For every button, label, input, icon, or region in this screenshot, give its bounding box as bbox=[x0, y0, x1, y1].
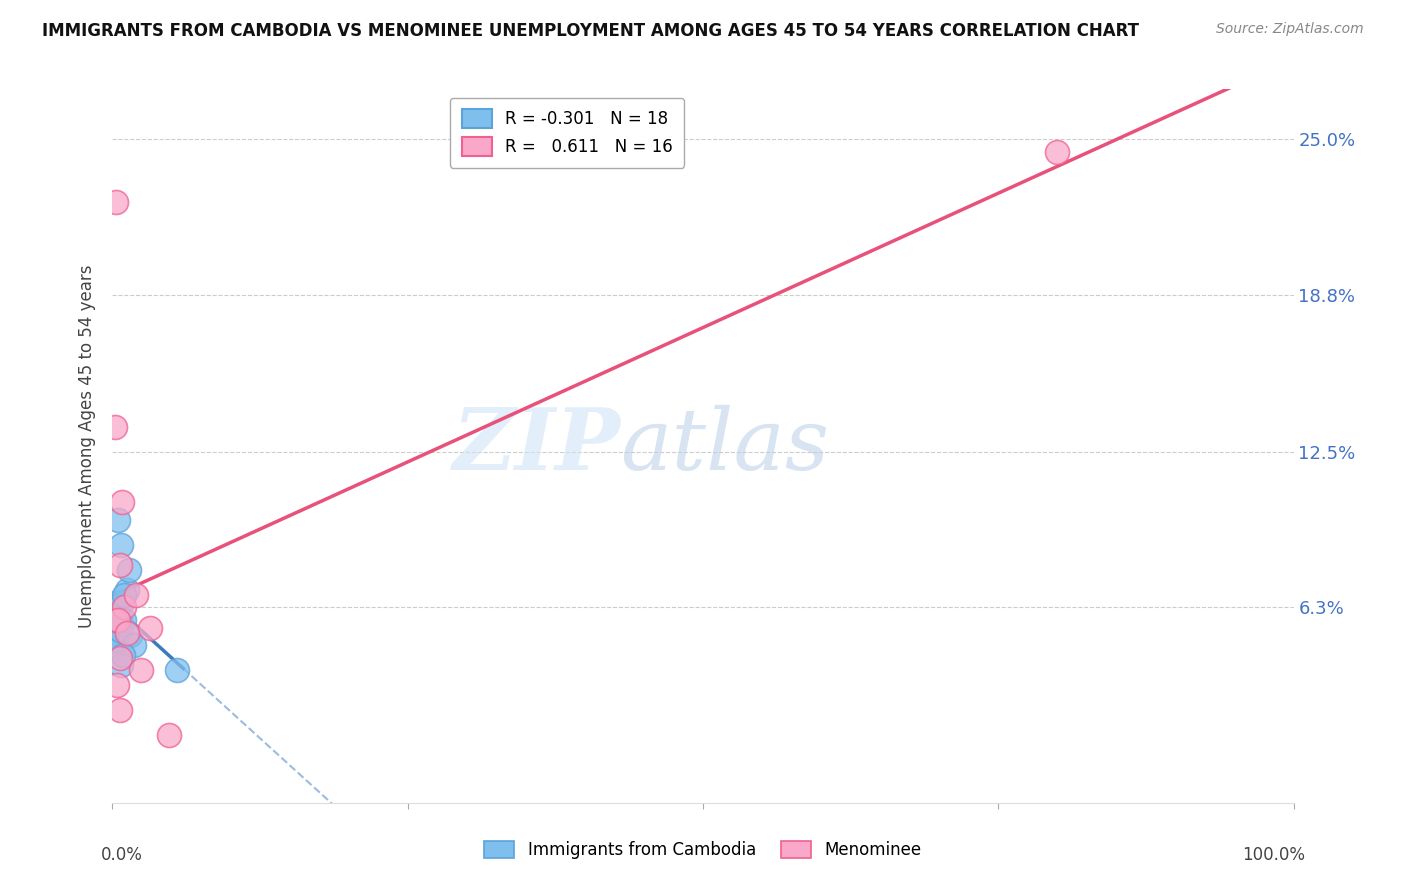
Point bbox=[108, 650, 131, 665]
Point bbox=[166, 663, 188, 677]
Point bbox=[104, 613, 127, 627]
Legend: Immigrants from Cambodia, Menominee: Immigrants from Cambodia, Menominee bbox=[478, 834, 928, 866]
Point bbox=[122, 638, 145, 652]
Point bbox=[112, 588, 135, 602]
Point bbox=[157, 728, 180, 742]
Point bbox=[111, 595, 134, 609]
Text: 100.0%: 100.0% bbox=[1243, 846, 1305, 863]
Text: IMMIGRANTS FROM CAMBODIA VS MENOMINEE UNEMPLOYMENT AMONG AGES 45 TO 54 YEARS COR: IMMIGRANTS FROM CAMBODIA VS MENOMINEE UN… bbox=[42, 22, 1139, 40]
Point bbox=[125, 588, 148, 602]
Point bbox=[104, 420, 127, 434]
Point bbox=[108, 703, 131, 717]
Point bbox=[108, 613, 131, 627]
Point bbox=[105, 194, 128, 209]
Point bbox=[104, 638, 127, 652]
Text: 0.0%: 0.0% bbox=[101, 846, 142, 863]
Point bbox=[108, 558, 131, 572]
Text: Source: ZipAtlas.com: Source: ZipAtlas.com bbox=[1216, 22, 1364, 37]
Point bbox=[1046, 145, 1069, 159]
Point bbox=[110, 658, 132, 673]
Text: ZIP: ZIP bbox=[453, 404, 620, 488]
Point bbox=[105, 633, 128, 648]
Point bbox=[115, 582, 138, 597]
Point bbox=[139, 621, 162, 635]
Point bbox=[105, 628, 128, 642]
Point bbox=[108, 623, 131, 637]
Point bbox=[107, 595, 129, 609]
Point bbox=[105, 678, 128, 692]
Point bbox=[111, 495, 134, 509]
Point bbox=[118, 563, 141, 577]
Point bbox=[120, 628, 142, 642]
Point bbox=[112, 613, 135, 627]
Point bbox=[107, 613, 129, 627]
Point bbox=[110, 538, 132, 552]
Point bbox=[107, 513, 129, 527]
Text: atlas: atlas bbox=[620, 405, 830, 487]
Point bbox=[115, 625, 138, 640]
Y-axis label: Unemployment Among Ages 45 to 54 years: Unemployment Among Ages 45 to 54 years bbox=[77, 264, 96, 628]
Point bbox=[129, 663, 152, 677]
Point bbox=[112, 648, 135, 662]
Point bbox=[112, 600, 135, 615]
